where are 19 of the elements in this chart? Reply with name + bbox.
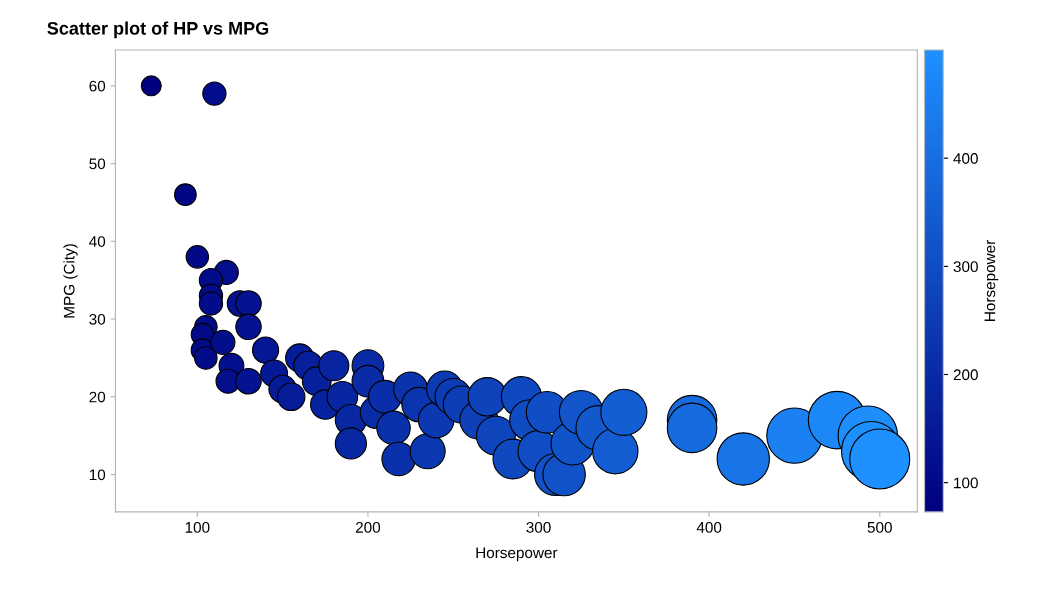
x-tick-label: 300	[526, 521, 551, 533]
color-bar-title: Horsepower	[984, 240, 999, 321]
y-tick-label: 30	[89, 313, 106, 325]
chart-title: Scatter plot of HP vs MPG	[47, 21, 269, 39]
y-tick-label: 60	[89, 80, 106, 92]
color-bar-label: 100	[954, 477, 978, 489]
y-tick-label: 40	[89, 236, 106, 247]
x-axis-title: Horsepower	[476, 547, 558, 562]
color-bar-label: 300	[953, 261, 978, 273]
y-tick-label: 20	[89, 391, 106, 403]
x-tick-label: 200	[355, 521, 381, 533]
y-tick-label: 50	[89, 158, 106, 170]
x-tick-label: 400	[696, 521, 722, 533]
x-tick-label: 100	[185, 521, 210, 533]
y-axis-title: MPG (City)	[63, 244, 78, 318]
color-bar-label: 400	[953, 153, 978, 164]
x-tick-label: 500	[867, 521, 892, 533]
y-tick-label: 10	[89, 469, 106, 481]
color-bar-label: 200	[953, 369, 978, 381]
